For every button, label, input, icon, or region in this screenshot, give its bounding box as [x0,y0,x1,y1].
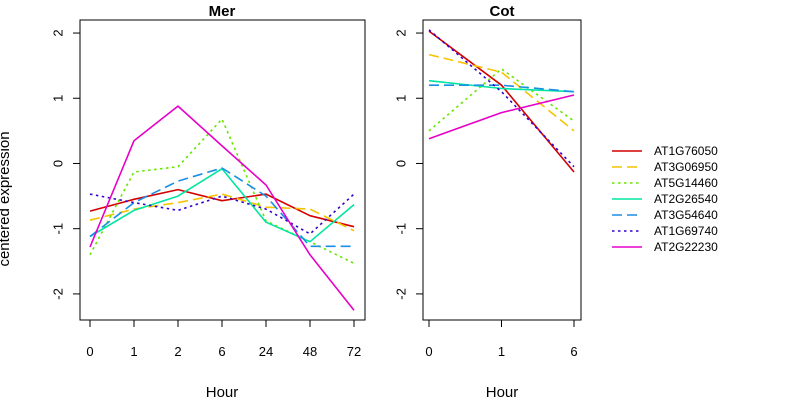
x-tick-label-mer-6: 72 [347,344,361,359]
panel-title-cot: Cot [490,3,515,20]
series-line-cot-at1g69740 [428,29,575,168]
series-lines-cot [428,29,575,173]
series-line-cot-at5g14460 [428,68,575,132]
y-tick-label-cot-4: 2 [393,29,408,36]
y-tick-label-mer-3: 1 [50,95,65,102]
x-tick-label-cot-2: 6 [570,344,577,359]
panel-cot: Cot Hour 0 1 6 -2 -1 0 1 2 [393,3,582,400]
y-tick-label-mer-2: 0 [50,160,65,167]
y-tick-label-mer-4: 2 [50,29,65,36]
plot-frame-cot [422,19,582,321]
series-line-mer-at5g14460 [89,118,355,265]
legend: AT1G76050 AT3G06950 AT5G14460 AT2G26540 AT3G… [612,144,718,254]
panel-title-mer: Mer [209,3,236,20]
tick-labels-mer: 0 1 2 6 24 48 72 -2 -1 0 1 2 [50,29,361,359]
series-line-cot-at3g06950 [428,53,575,132]
x-axis-label-mer: Hour [206,384,239,400]
y-tick-label-cot-1: -1 [393,223,408,235]
series-line-cot-at2g26540 [428,79,575,93]
series-line-cot-at1g76050 [428,30,575,173]
legend-label-at5g14460: AT5G14460 [654,176,718,190]
series-line-mer-at1g76050 [89,188,355,228]
x-tick-label-mer-5: 48 [303,344,317,359]
series-line-mer-at2g22230 [89,105,355,311]
series-line-mer-at3g54640 [89,167,354,248]
x-tick-label-cot-1: 1 [498,344,505,359]
series-line-cot-at3g54640 [429,84,575,93]
legend-label-at1g69740: AT1G69740 [654,224,718,238]
legend-label-at2g22230: AT2G22230 [654,240,718,254]
legend-label-at2g26540: AT2G26540 [654,192,718,206]
y-tick-label-cot-2: 0 [393,160,408,167]
y-tick-label-cot-3: 1 [393,95,408,102]
y-tick-label-mer-1: -1 [50,223,65,235]
x-tick-label-mer-0: 0 [86,344,93,359]
tick-labels-cot: 0 1 6 -2 -1 0 1 2 [393,29,577,359]
plot-frame-mer [79,19,366,321]
legend-label-at3g54640: AT3G54640 [654,208,718,222]
x-tick-label-mer-3: 6 [218,344,225,359]
series-lines-mer [89,105,355,311]
panel-mer: Mer Hour 0 1 2 6 24 48 72 -2 -1 0 1 2 [50,3,366,400]
x-tick-label-mer-4: 24 [259,344,273,359]
series-line-cot-at2g22230 [428,94,575,140]
y-axis-label: centered expression [0,131,13,266]
x-tick-label-mer-1: 1 [130,344,137,359]
legend-label-at3g06950: AT3G06950 [654,160,718,174]
y-tick-label-cot-0: -2 [393,288,408,300]
x-tick-label-mer-2: 2 [174,344,181,359]
x-tick-label-cot-0: 0 [425,344,432,359]
y-tick-label-mer-0: -2 [50,288,65,300]
x-axis-label-cot: Hour [486,384,519,400]
series-line-mer-at3g06950 [89,193,355,232]
legend-label-at1g76050: AT1G76050 [654,144,718,158]
